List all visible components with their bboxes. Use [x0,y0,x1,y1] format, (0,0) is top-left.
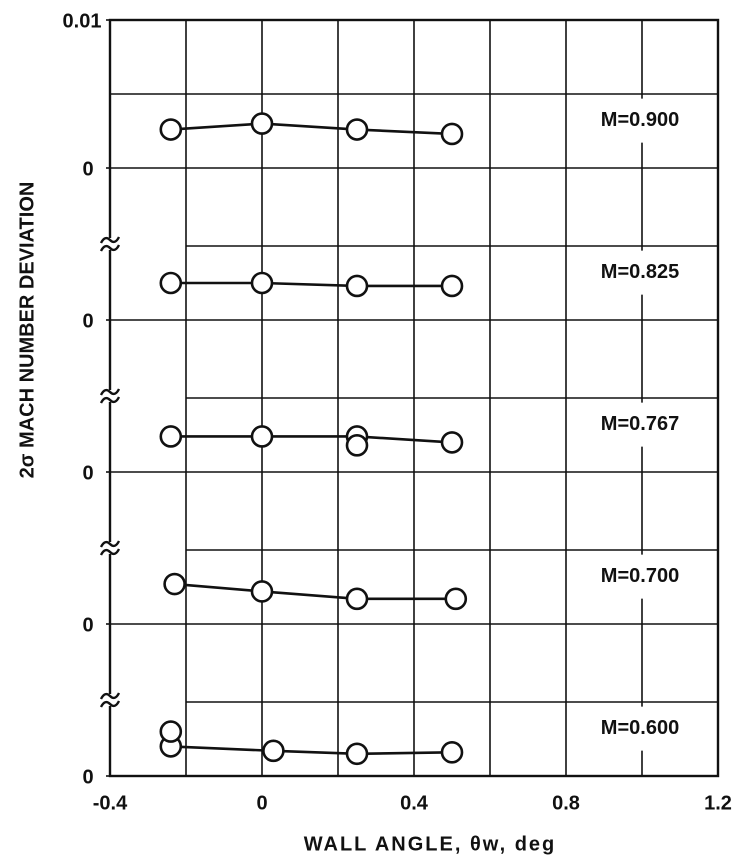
label-box [568,402,716,447]
data-point [250,112,274,135]
line [170,435,453,444]
panel-label: M=0.700 [601,565,679,587]
x-axis-label: WALL ANGLE, θw, deg [304,833,557,855]
axis-break [99,396,121,404]
label-box [568,98,716,143]
data-point [440,122,464,146]
data-point [159,271,183,295]
y-tick-label: 0 [82,462,93,484]
axis-break [99,700,121,708]
data-point [250,425,274,448]
data-point [345,274,369,298]
data-point [159,720,183,743]
line [174,582,456,601]
data-point [345,742,369,766]
axis-break [99,540,121,548]
data-point [250,271,274,295]
x-tick-label: 0 [256,792,267,814]
axis-break [99,548,121,556]
data-point [345,587,369,611]
label-box [568,706,716,751]
x-tick-label: 0.8 [552,792,580,814]
y-tick-label: 0 [82,766,93,788]
y-axis-label: 2σ MACH NUMBER DEVIATION [16,182,38,479]
label-box [568,250,716,295]
data-point [262,739,285,763]
x-tick-label: 0.4 [400,792,429,814]
y-tick-label: 0 [82,614,93,636]
data-point [440,741,464,764]
x-tick-label: 1.2 [704,792,732,814]
x-tick-label: -0.4 [93,792,128,814]
y-tick-label: 0.01 [63,10,102,32]
data-point [440,274,464,298]
axis-break [99,236,121,244]
label-box [568,554,716,599]
line [170,122,453,136]
data-point [345,434,369,457]
axis-break [99,692,121,700]
axis-break [99,244,121,252]
data-point [440,431,464,454]
panel-label: M=0.825 [601,261,679,283]
panel-label: M=0.600 [601,717,679,739]
panel-label: M=0.767 [601,413,679,435]
data-point [159,118,183,141]
panel-label: M=0.900 [601,109,679,131]
data-point [444,587,468,611]
axis-break [99,388,121,396]
data-point [163,572,186,596]
data-point [250,580,274,603]
line [170,745,453,756]
data-point [345,118,369,141]
y-tick-label: 0 [82,158,93,180]
line [170,281,452,288]
data-point [159,425,183,448]
y-tick-label: 0 [82,310,93,332]
